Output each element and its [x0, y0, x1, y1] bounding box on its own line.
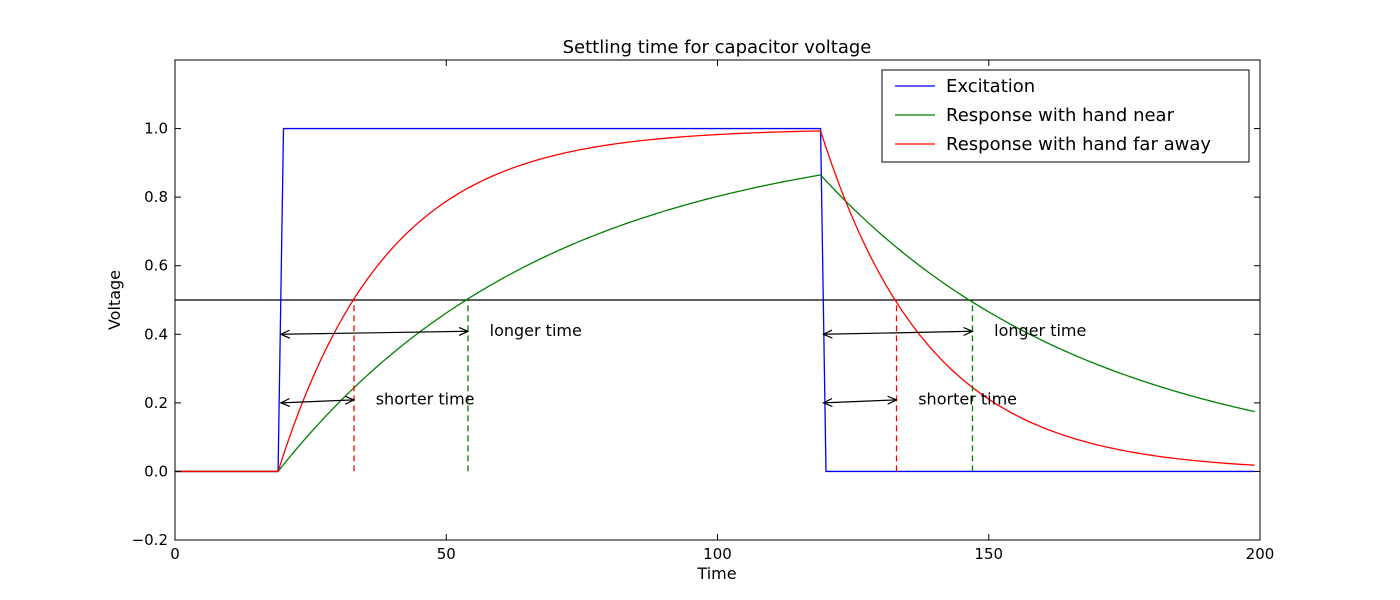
legend-label-0: Excitation	[946, 76, 1035, 97]
annotation-arrow-1	[281, 400, 354, 403]
y-tick-label: 1.0	[144, 120, 168, 138]
annotation-text-2: longer time	[994, 321, 1086, 340]
x-tick-label: 100	[703, 545, 732, 563]
x-axis-label: Time	[696, 564, 736, 583]
legend: Excitation Response with hand near Respons…	[881, 69, 1250, 163]
annotation-arrow-0	[281, 331, 468, 334]
x-tick-label: 0	[170, 545, 180, 563]
y-tick-label: 0.8	[144, 188, 168, 206]
x-tick-label: 150	[974, 545, 1003, 563]
annotation-text-3: shorter time	[918, 389, 1017, 408]
y-tick-label: 0.4	[144, 325, 168, 343]
legend-label-1: Response with hand near	[946, 105, 1175, 126]
annotation-arrow-3	[823, 400, 896, 403]
x-tick-label: 50	[437, 545, 456, 563]
y-axis-label: Voltage	[105, 270, 124, 330]
annotation-text-0: longer time	[490, 321, 582, 340]
x-tick-label: 200	[1246, 545, 1275, 563]
legend-box	[881, 69, 1250, 163]
legend-label-2: Response with hand far away	[946, 134, 1211, 155]
y-tick-label: −0.2	[132, 531, 168, 549]
chart-title: Settling time for capacitor voltage	[563, 37, 872, 58]
y-tick-label: 0.2	[144, 394, 168, 412]
y-tick-label: 0.6	[144, 257, 168, 275]
series-line-1	[175, 174, 1255, 473]
series-line-2	[175, 130, 1255, 473]
y-tick-label: 0.0	[144, 462, 168, 480]
annotation-text-1: shorter time	[376, 389, 475, 408]
annotation-arrow-2	[823, 331, 972, 334]
